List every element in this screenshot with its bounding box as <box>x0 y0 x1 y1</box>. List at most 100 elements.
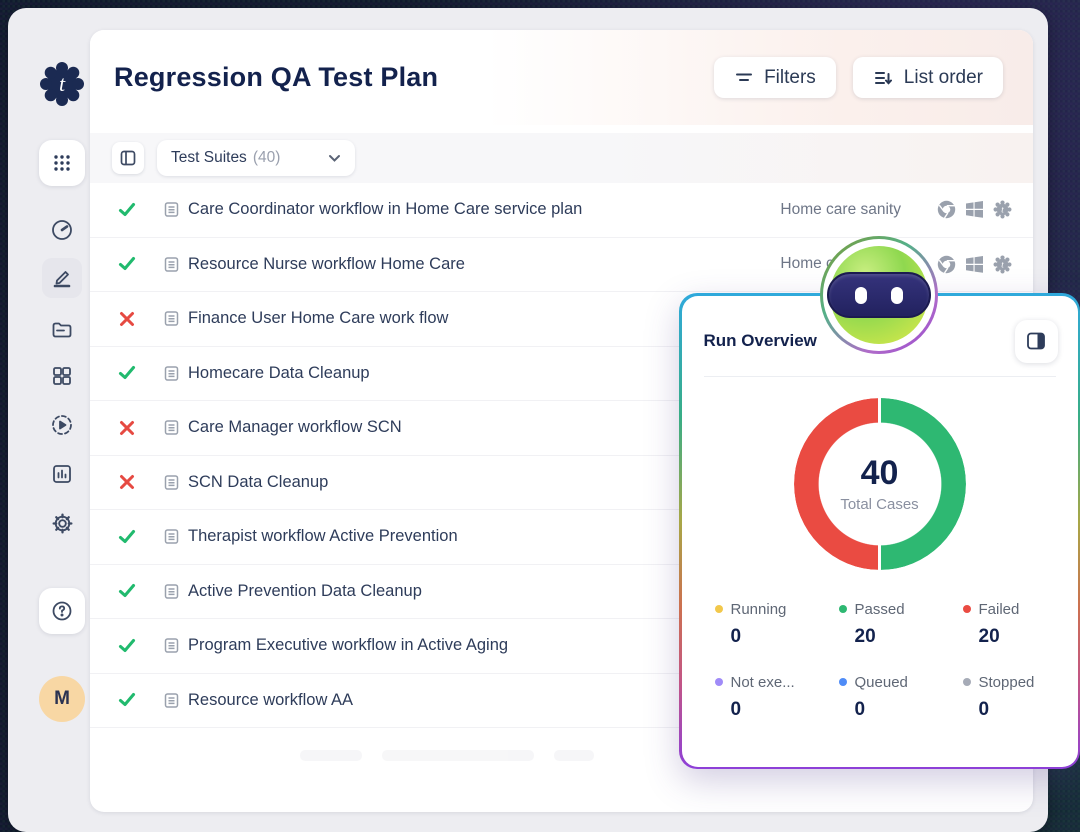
stopped-dot <box>962 678 971 686</box>
svg-text:t: t <box>59 71 66 96</box>
document-icon <box>163 256 180 273</box>
legend-label: Stopped <box>978 673 1035 691</box>
speedometer-icon <box>52 220 72 240</box>
bot-eye-left <box>855 286 867 304</box>
total-cases-donut-chart: 40 Total Cases <box>793 397 966 570</box>
test-case-name: Therapist workflow Active Prevention <box>188 527 458 546</box>
bot-head <box>827 246 931 344</box>
status-passed-icon <box>118 691 136 709</box>
test-case-name: SCN Data Cleanup <box>188 472 329 491</box>
legend-label: Running <box>730 600 787 618</box>
sidebar-item-settings[interactable] <box>42 503 82 543</box>
chrome-browser-icon <box>937 201 956 219</box>
sidebar-item-projects[interactable] <box>42 310 82 350</box>
svg-text:t: t <box>1001 259 1004 269</box>
test-suites-table: Care Coordinator workflow in Home Care s… <box>90 183 1033 782</box>
page-title: Regression QA Test Plan <box>114 62 439 92</box>
bot-eye-right <box>891 286 903 304</box>
run-overview-title: Run Overview <box>703 331 817 350</box>
suite-tag: Home care sanity <box>780 200 901 218</box>
donut-gap <box>878 543 881 570</box>
collapse-panel-button[interactable] <box>112 142 144 174</box>
apps-grid-button[interactable] <box>39 140 85 186</box>
question-mark-icon <box>52 601 72 621</box>
legend-value: 0 <box>978 698 990 720</box>
sidebar-item-edit[interactable] <box>42 258 82 298</box>
page-header: Regression QA Test Plan Filters List ord… <box>90 30 1033 125</box>
legend-label: Passed <box>854 600 905 618</box>
grid-dots-icon <box>54 155 70 171</box>
status-passed-icon <box>118 201 136 219</box>
test-case-name: Active Prevention Data Cleanup <box>188 581 422 600</box>
legend-label: Queued <box>854 673 908 691</box>
legend-item-stopped: Stopped 0 <box>962 673 1079 721</box>
help-button[interactable] <box>39 588 85 634</box>
automation-gear-icon: t <box>993 200 1012 219</box>
document-icon <box>163 419 180 436</box>
test-suites-dropdown[interactable]: Test Suites (40) <box>157 140 356 176</box>
sidebar-item-dashboard[interactable] <box>42 210 82 250</box>
pencil-icon <box>53 271 71 288</box>
status-passed-icon <box>118 364 136 382</box>
panel-collapse-button[interactable] <box>1014 319 1058 363</box>
test-case-name: Finance User Home Care work flow <box>188 309 449 328</box>
gear-icon <box>52 513 72 533</box>
legend-value: 20 <box>854 625 876 647</box>
test-case-name: Resource Nurse workflow Home Care <box>188 254 465 273</box>
panel-right-icon <box>1027 332 1045 350</box>
svg-text:t: t <box>1001 205 1004 215</box>
windows-os-icon <box>966 255 983 273</box>
sidebar: t <box>8 8 90 832</box>
test-case-name: Care Manager workflow SCN <box>188 418 402 437</box>
donut-ring <box>793 397 966 570</box>
bot-visor <box>827 272 931 318</box>
legend-item-queued: Queued 0 <box>838 673 963 721</box>
failed-dot <box>962 605 971 613</box>
legend-item-passed: Passed 20 <box>838 600 963 648</box>
test-case-name: Homecare Data Cleanup <box>188 363 370 382</box>
document-icon <box>163 637 180 654</box>
test-case-name: Program Executive workflow in Active Agi… <box>188 636 509 655</box>
document-icon <box>163 692 180 709</box>
legend-value: 0 <box>730 625 742 647</box>
list-order-button[interactable]: List order <box>852 57 1003 98</box>
document-icon <box>163 201 180 218</box>
document-icon <box>163 583 180 600</box>
bar-chart-icon <box>53 465 71 483</box>
list-order-button-label: List order <box>903 66 983 88</box>
run-legend: Running 0 Passed 20 Failed 20 Not exe...… <box>714 600 1079 721</box>
legend-item-failed: Failed 20 <box>962 601 1079 648</box>
filters-button-label: Filters <box>764 66 816 88</box>
user-avatar[interactable]: M <box>39 676 85 722</box>
not-executed-dot <box>714 678 723 686</box>
status-failed-icon <box>118 473 136 491</box>
status-passed-icon <box>118 528 136 546</box>
passed-dot <box>838 605 847 613</box>
sort-list-icon <box>874 71 892 85</box>
folder-icon <box>52 322 72 338</box>
four-squares-icon <box>53 367 71 385</box>
legend-value: 0 <box>730 698 742 720</box>
sidebar-item-modules[interactable] <box>42 356 82 396</box>
sidebar-item-reports[interactable] <box>42 454 82 494</box>
status-passed-icon <box>118 637 136 655</box>
document-icon <box>163 365 180 382</box>
legend-label: Not exe... <box>730 673 795 691</box>
sidebar-item-runs[interactable] <box>42 405 82 445</box>
legend-value: 20 <box>978 625 1000 647</box>
table-row[interactable]: Care Coordinator workflow in Home Care s… <box>90 183 1033 238</box>
filters-button[interactable]: Filters <box>714 57 836 98</box>
queued-dot <box>838 678 847 686</box>
loading-skeleton-row <box>90 728 1033 782</box>
windows-os-icon <box>966 201 983 219</box>
total-cases-label: Total Cases <box>840 496 919 513</box>
legend-item-running: Running 0 <box>714 600 839 648</box>
test-suites-label: Test Suites <box>171 149 247 166</box>
running-dot <box>714 605 723 613</box>
play-circle-icon <box>52 415 72 435</box>
test-suites-count: (40) <box>252 149 281 166</box>
document-icon <box>163 528 180 545</box>
document-icon <box>163 474 180 491</box>
donut-gap <box>878 397 881 424</box>
legend-value: 0 <box>854 698 866 720</box>
